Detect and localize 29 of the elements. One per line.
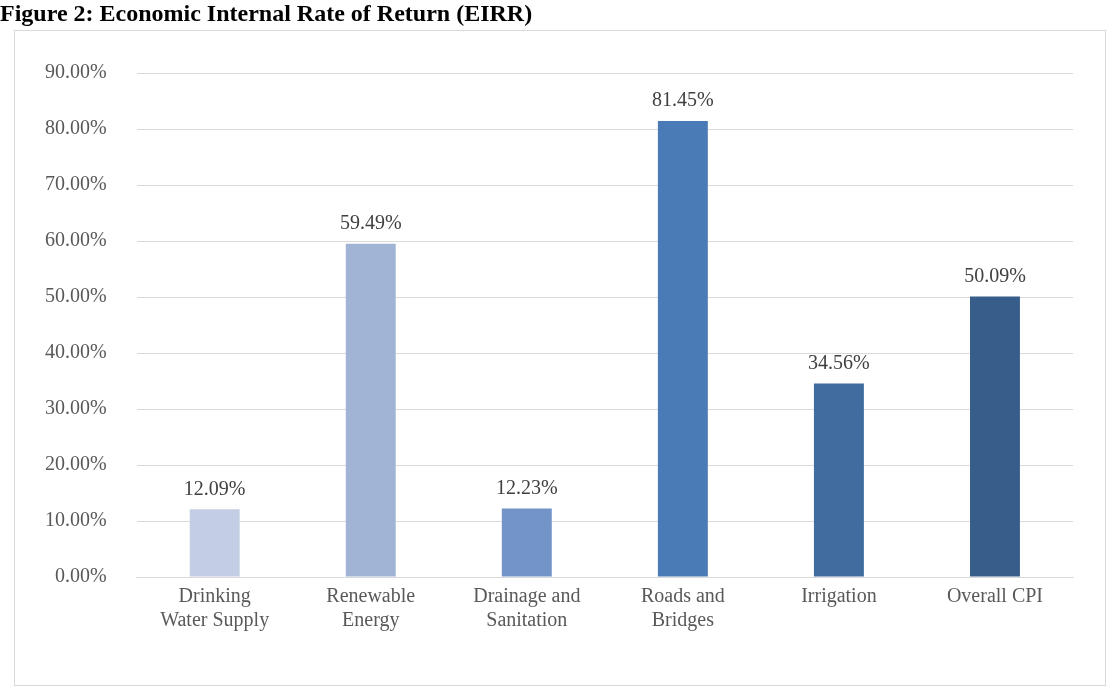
y-tick-label: 90.00%: [44, 60, 107, 83]
y-tick-label: 30.00%: [44, 396, 107, 419]
data-label: 50.09%: [964, 263, 1026, 286]
bar: [813, 383, 864, 577]
chart-title: Figure 2: Economic Internal Rate of Return (EIRR): [0, 0, 533, 26]
x-tick-label: Drainage and Sanitation: [473, 584, 581, 631]
y-tick-label: 60.00%: [44, 228, 107, 251]
bar: [657, 120, 708, 577]
data-label: 81.45%: [652, 88, 714, 111]
x-tick-label: Drinking Water Supply: [160, 584, 270, 632]
bar: [345, 243, 396, 577]
bar: [501, 508, 552, 577]
data-label: 12.09%: [183, 476, 246, 499]
x-tick-label: Irrigation: [801, 584, 877, 608]
x-tick-label: Renewable Energy: [326, 584, 416, 632]
y-tick-label: 70.00%: [44, 172, 107, 195]
x-tick-label: Roads and Bridges: [640, 584, 725, 632]
bar: [189, 509, 240, 577]
y-tick-label: 50.00%: [44, 284, 107, 307]
x-tick-label: Overall CPI: [946, 584, 1044, 607]
data-label: 34.56%: [808, 350, 870, 373]
y-tick-label: 80.00%: [44, 116, 107, 139]
y-tick-label: 40.00%: [44, 340, 107, 363]
data-label: 12.23%: [495, 475, 558, 498]
bar: [970, 296, 1020, 577]
y-tick-label: 10.00%: [44, 508, 107, 531]
data-label: 59.49%: [339, 211, 402, 234]
y-tick-label: 20.00%: [44, 452, 107, 475]
y-tick-label: 0.00%: [54, 564, 107, 587]
